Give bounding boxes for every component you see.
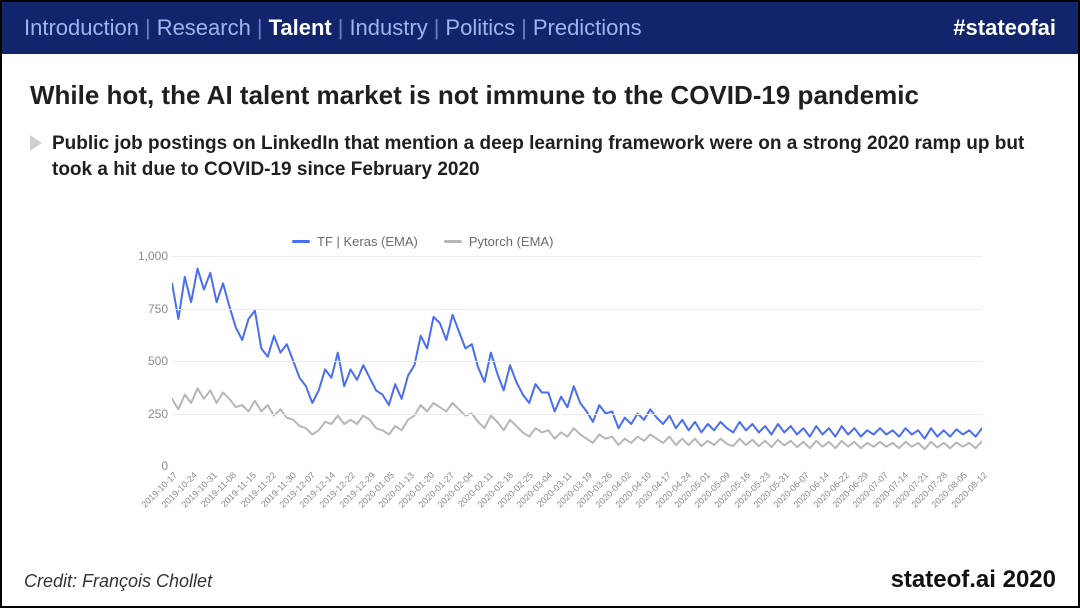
legend-item: TF | Keras (EMA) [292, 234, 418, 249]
subhead: Public job postings on LinkedIn that men… [52, 131, 1050, 182]
gridline [172, 414, 982, 415]
gridline [172, 256, 982, 257]
legend-swatch [292, 240, 310, 243]
page-title: While hot, the AI talent market is not i… [30, 80, 1050, 111]
bullet-triangle-icon [30, 135, 42, 151]
breadcrumb-item[interactable]: Research [157, 15, 251, 40]
legend-label: Pytorch (EMA) [469, 234, 554, 249]
chart: TF | Keras (EMA) Pytorch (EMA) 2019-10-17… [122, 234, 1002, 534]
breadcrumb-separator: | [139, 15, 157, 40]
chart-legend: TF | Keras (EMA) Pytorch (EMA) [292, 234, 553, 249]
legend-swatch [444, 240, 462, 243]
gridline [172, 361, 982, 362]
legend-item: Pytorch (EMA) [444, 234, 554, 249]
breadcrumb: Introduction|Research|Talent|Industry|Po… [24, 15, 642, 41]
chart-plot [172, 256, 982, 466]
series-line [172, 388, 982, 449]
gridline [172, 309, 982, 310]
chart-x-labels: 2019-10-172019-10-242019-10-312019-11-08… [172, 470, 982, 530]
y-tick-label: 1,000 [122, 249, 168, 263]
breadcrumb-separator: | [428, 15, 446, 40]
slide: Introduction|Research|Talent|Industry|Po… [0, 0, 1080, 608]
y-tick-label: 750 [122, 302, 168, 316]
content-area: While hot, the AI talent market is not i… [2, 54, 1078, 606]
legend-label: TF | Keras (EMA) [317, 234, 418, 249]
breadcrumb-item[interactable]: Talent [269, 15, 332, 40]
breadcrumb-separator: | [332, 15, 350, 40]
credit-text: Credit: François Chollet [24, 571, 212, 592]
breadcrumb-separator: | [251, 15, 269, 40]
breadcrumb-item[interactable]: Predictions [533, 15, 642, 40]
breadcrumb-item[interactable]: Politics [445, 15, 515, 40]
subhead-row: Public job postings on LinkedIn that men… [30, 131, 1050, 182]
brand-text: stateof.ai 2020 [891, 566, 1056, 594]
breadcrumb-item[interactable]: Industry [349, 15, 427, 40]
y-tick-label: 500 [122, 354, 168, 368]
y-tick-label: 250 [122, 407, 168, 421]
y-tick-label: 0 [122, 459, 168, 473]
topbar: Introduction|Research|Talent|Industry|Po… [2, 2, 1078, 54]
breadcrumb-separator: | [515, 15, 533, 40]
hashtag: #stateofai [953, 15, 1056, 41]
breadcrumb-item[interactable]: Introduction [24, 15, 139, 40]
